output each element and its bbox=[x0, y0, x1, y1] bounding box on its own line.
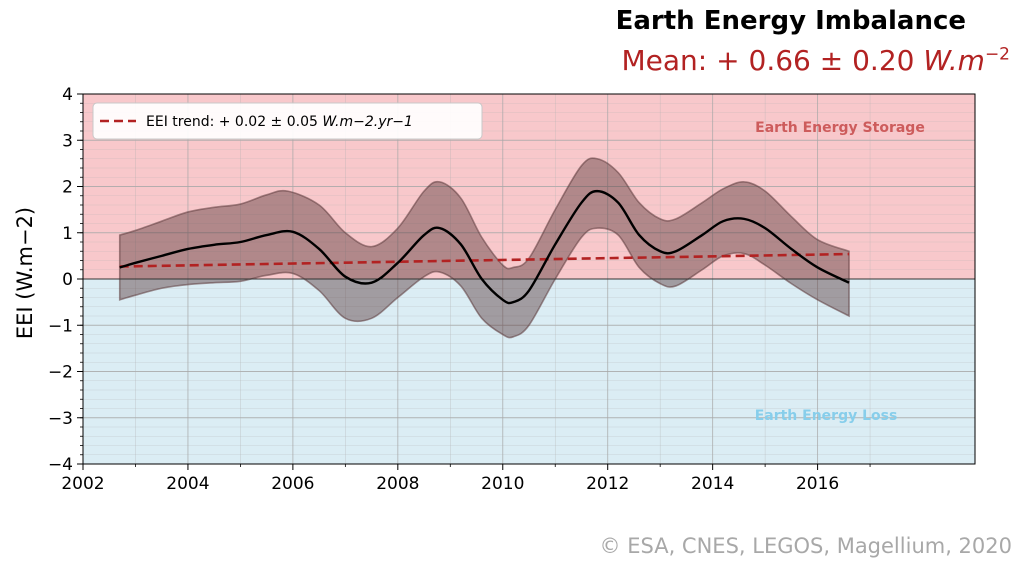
x-tick-label: 2008 bbox=[376, 474, 419, 494]
x-tick-label: 2004 bbox=[166, 474, 209, 494]
y-tick-label: 0 bbox=[62, 270, 73, 290]
legend-label: EEI trend: + 0.02 ± 0.05 W.m−2.yr−1 bbox=[146, 114, 413, 130]
y-tick-label: −1 bbox=[48, 316, 73, 336]
chart-title: Earth Energy Imbalance bbox=[615, 6, 966, 36]
y-tick-label: 3 bbox=[62, 131, 73, 151]
legend-box bbox=[92, 102, 483, 140]
y-axis-label: EEI (W.m−2) bbox=[13, 207, 37, 339]
subtitle-exponent: −2 bbox=[984, 44, 1010, 65]
x-tick-label: 2010 bbox=[481, 474, 524, 494]
subtitle-unit: W.m bbox=[923, 44, 985, 77]
uncertainty-band bbox=[118, 157, 850, 339]
y-tick-label: 4 bbox=[62, 85, 73, 105]
trend-line bbox=[119, 252, 850, 268]
x-tick-label: 2002 bbox=[61, 474, 104, 494]
subtitle-text: Mean: + 0.66 ± 0.20 bbox=[621, 44, 924, 77]
chart-subtitle: Mean: + 0.66 ± 0.20 W.m−2 bbox=[622, 44, 1010, 77]
mean-line bbox=[119, 189, 850, 305]
y-tick-label: −2 bbox=[48, 363, 73, 383]
y-tick-label: −4 bbox=[48, 455, 73, 475]
x-tick-label: 2016 bbox=[796, 474, 839, 494]
x-tick-label: 2014 bbox=[691, 474, 734, 494]
legend: EEI trend: + 0.02 ± 0.05 W.m−2.yr−1 bbox=[92, 102, 483, 140]
legend-label-unit: W.m−2.yr−1 bbox=[322, 114, 413, 130]
y-tick-label: 1 bbox=[62, 224, 73, 244]
legend-label-text: EEI trend: + 0.02 ± 0.05 bbox=[146, 114, 322, 130]
y-tick-label: −3 bbox=[48, 409, 73, 429]
y-tick-label: 2 bbox=[62, 178, 73, 198]
copyright-notice: © ESA, CNES, LEGOS, Magellium, 2020 bbox=[599, 534, 1012, 558]
x-tick-label: 2006 bbox=[271, 474, 314, 494]
x-tick-label: 2012 bbox=[586, 474, 629, 494]
loss-region-label: Earth Energy Loss bbox=[755, 408, 898, 424]
storage-region-label: Earth Energy Storage bbox=[755, 120, 925, 136]
